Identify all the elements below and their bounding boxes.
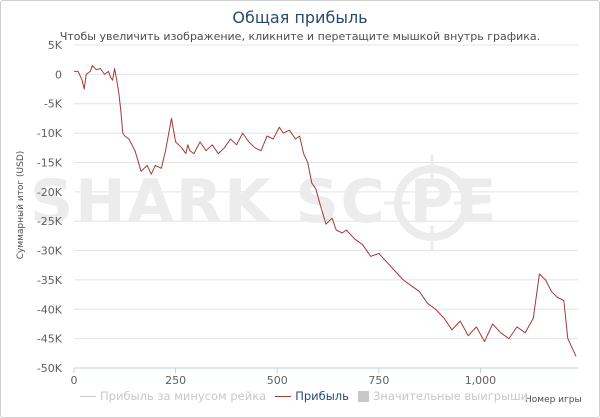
legend-label: Прибыль — [295, 389, 349, 403]
series-line-profit[interactable] — [74, 65, 577, 357]
legend-swatch-line — [275, 395, 292, 397]
legend-swatch-box — [357, 390, 369, 402]
y-tick-label: -40K — [37, 303, 63, 316]
x-tick-label: 250 — [165, 374, 186, 387]
axes: 5K 0 -5K -10K -15K -20K -25K -30K -35K -40K -45K -5… — [37, 39, 578, 387]
y-tick-label: -30K — [37, 245, 63, 258]
y-tick-label: -45K — [37, 333, 63, 346]
y-tick-label: -20K — [37, 186, 63, 199]
legend-label: Прибыль за минусом рейка — [100, 389, 267, 403]
x-tick-label: 750 — [368, 374, 389, 387]
y-tick-label: -35K — [37, 274, 63, 287]
y-tick-label: -25K — [37, 215, 63, 228]
legend-item[interactable]: Прибыль — [275, 389, 349, 403]
x-tick-label: 500 — [267, 374, 288, 387]
y-tick-label: 5K — [48, 39, 63, 52]
legend: Прибыль за минусом рейка Прибыль Значитель… — [80, 388, 537, 404]
y-axis-title: Суммарный итог (USD) — [16, 151, 26, 260]
shark-scope-watermark: SHARK SC PE — [30, 155, 499, 251]
y-tick-label: -10K — [37, 127, 63, 140]
chart-title: Общая прибыль — [232, 8, 368, 27]
series-lines — [74, 65, 577, 357]
legend-swatch-line — [80, 395, 96, 397]
y-tick-label: 0 — [55, 68, 62, 81]
legend-item[interactable]: Значительные выигрыши — [357, 389, 529, 403]
x-tick-label: 0 — [71, 374, 78, 387]
y-tick-label: -50K — [37, 362, 63, 375]
y-tick-label: -5K — [44, 98, 63, 111]
chart-subtitle: Чтобы увеличить изображение, кликните и … — [59, 30, 541, 43]
y-tick-label: -15K — [37, 156, 63, 169]
legend-label: Значительные выигрыши — [372, 389, 529, 403]
legend-item[interactable]: Прибыль за минусом рейка — [80, 389, 266, 403]
x-axis-title: Номер игры — [525, 395, 582, 405]
x-tick-label: 1,000 — [465, 374, 497, 387]
watermark-text: SHARK SC PE — [30, 167, 499, 237]
